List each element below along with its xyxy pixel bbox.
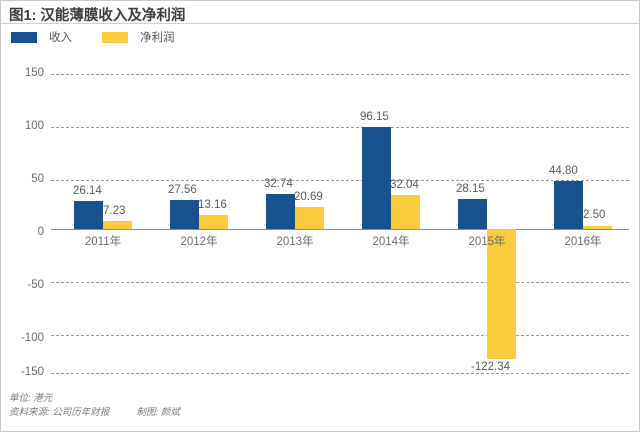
bar-revenue-2014[interactable] bbox=[362, 127, 391, 229]
bar-label-profit-2015: -122.34 bbox=[471, 361, 511, 373]
bar-label-revenue-2013: 32.74 bbox=[264, 178, 293, 190]
legend-label-revenue: 收入 bbox=[49, 32, 72, 44]
bar-group-2015: 28.15 -122.34 2015年 bbox=[439, 61, 535, 381]
bar-profit-2013[interactable] bbox=[295, 207, 324, 229]
bar-profit-2014[interactable] bbox=[391, 195, 420, 229]
y-tick-0: 0 bbox=[37, 226, 44, 238]
bar-label-profit-2014: 32.04 bbox=[390, 179, 419, 191]
profit-swatch-icon bbox=[102, 31, 128, 43]
legend-item-revenue: 收入 bbox=[11, 29, 72, 45]
bar-revenue-2015[interactable] bbox=[458, 199, 487, 229]
legend-label-profit: 净利润 bbox=[140, 32, 175, 44]
x-tick-label-2015: 2015年 bbox=[468, 236, 506, 248]
bar-group-2013: 32.74 20.69 2013年 bbox=[247, 61, 343, 381]
title-bar: 图1: 汉能薄膜收入及净利润 bbox=[1, 1, 639, 24]
bar-label-revenue-2014: 96.15 bbox=[360, 111, 389, 123]
bar-revenue-2012[interactable] bbox=[170, 200, 199, 229]
page-title: 图1: 汉能薄膜收入及净利润 bbox=[9, 8, 186, 24]
y-tick-neg100: -100 bbox=[20, 332, 44, 344]
bar-profit-2011[interactable] bbox=[103, 221, 132, 229]
bar-label-revenue-2011: 26.14 bbox=[73, 185, 102, 197]
footer-source-row: 资料来源: 公司历年财报 制图: 颜斌 bbox=[9, 406, 180, 419]
legend-item-profit: 净利润 bbox=[102, 29, 175, 45]
chart-footer: 单位: 港元 资料来源: 公司历年财报 制图: 颜斌 bbox=[9, 392, 180, 419]
bar-revenue-2013[interactable] bbox=[266, 194, 295, 229]
bar-group-2016: 44.80 2.50 2016年 bbox=[535, 61, 631, 381]
x-tick-label-2012: 2012年 bbox=[180, 236, 218, 248]
gridline-50 bbox=[51, 180, 629, 181]
revenue-swatch-icon bbox=[11, 31, 37, 43]
bar-label-profit-2013: 20.69 bbox=[294, 191, 323, 203]
gridline-neg150 bbox=[51, 373, 629, 374]
bar-profit-2015[interactable] bbox=[487, 229, 516, 359]
x-tick-label-2011: 2011年 bbox=[84, 236, 122, 248]
bar-group-2012: 27.56 13.16 2012年 bbox=[151, 61, 247, 381]
chart-legend: 收入 净利润 bbox=[11, 29, 205, 45]
bar-revenue-2011[interactable] bbox=[74, 201, 103, 229]
gridline-150 bbox=[51, 74, 629, 75]
y-tick-150: 150 bbox=[24, 67, 44, 79]
x-tick-label-2016: 2016年 bbox=[564, 236, 602, 248]
y-axis-tick-labels: 150 100 50 0 -50 -100 -150 bbox=[1, 61, 639, 381]
gridline-100 bbox=[51, 127, 629, 128]
bar-label-revenue-2012: 27.56 bbox=[168, 184, 197, 196]
bar-label-revenue-2015: 28.15 bbox=[456, 183, 485, 195]
plot-area: 26.14 7.23 2011年 27.56 13.16 2012年 32.74… bbox=[51, 61, 629, 381]
bar-label-revenue-2016: 44.80 bbox=[549, 165, 578, 177]
gridline-neg100 bbox=[51, 335, 629, 336]
footer-source: 资料来源: 公司历年财报 bbox=[9, 407, 110, 418]
y-tick-100: 100 bbox=[24, 120, 44, 132]
bar-label-profit-2016: 2.50 bbox=[583, 209, 606, 221]
x-tick-label-2014: 2014年 bbox=[372, 236, 410, 248]
bar-profit-2012[interactable] bbox=[199, 215, 228, 229]
bar-profit-2016[interactable] bbox=[583, 226, 612, 229]
x-tick-label-2013: 2013年 bbox=[276, 236, 314, 248]
gridline-neg50 bbox=[51, 282, 629, 283]
y-tick-neg50: -50 bbox=[27, 279, 44, 291]
y-tick-neg150: -150 bbox=[20, 366, 44, 378]
bar-group-2014: 96.15 32.04 2014年 bbox=[343, 61, 439, 381]
bar-group-2011: 26.14 7.23 2011年 bbox=[55, 61, 151, 381]
y-tick-50: 50 bbox=[31, 173, 44, 185]
footer-credit: 制图: 颜斌 bbox=[136, 407, 180, 418]
bar-revenue-2016[interactable] bbox=[554, 181, 583, 229]
footer-unit: 单位: 港元 bbox=[9, 393, 53, 404]
bar-label-profit-2012: 13.16 bbox=[198, 199, 227, 211]
bar-label-profit-2011: 7.23 bbox=[103, 205, 126, 217]
gridline-zero bbox=[51, 229, 629, 230]
